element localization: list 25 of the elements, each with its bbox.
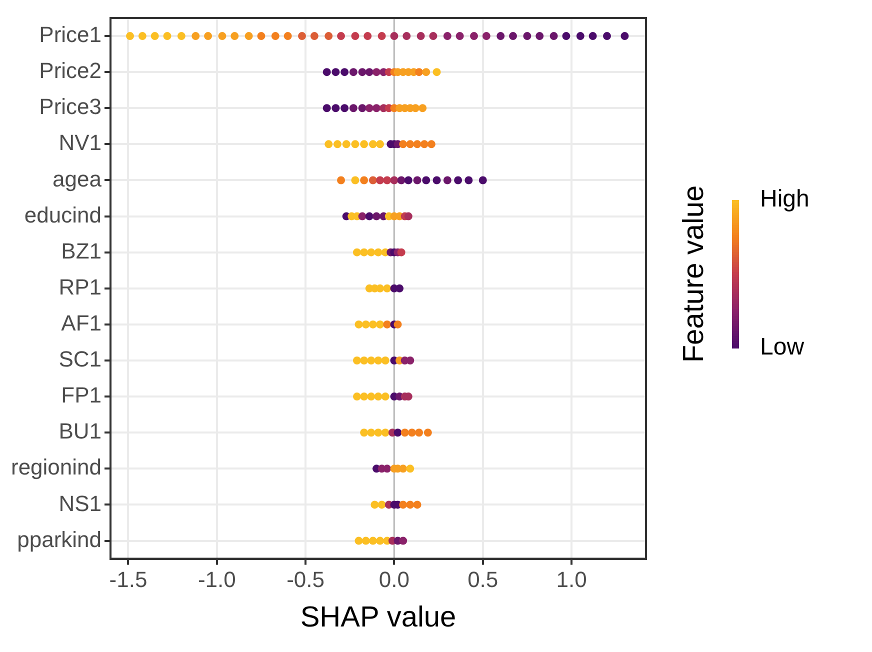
x-axis-title: SHAP value [300,602,456,634]
color-bar-title: Feature value [678,185,710,363]
y-tick-label: AF1 [61,310,102,336]
y-tick-label: Price3 [39,94,102,120]
y-tick-label: BZ1 [61,238,102,264]
x-tick-label: 0.5 [468,567,498,592]
y-tick-label: NS1 [58,490,102,516]
y-tick-label: BU1 [58,418,102,444]
y-tick-label: NV1 [58,130,102,156]
x-tick-label: -0.5 [286,567,325,592]
color-bar-label: Low [760,334,805,361]
y-tick-label: regionind [11,454,102,480]
x-tick-label: 1.0 [556,567,587,592]
x-tick-label: -1.5 [109,567,148,592]
y-tick-label: RP1 [58,274,102,300]
y-tick-label: FP1 [61,382,102,408]
y-tick-label: Price1 [39,22,102,48]
y-tick-label: educind [24,202,102,228]
y-tick-label: pparkind [17,526,102,552]
color-bar-label: High [760,186,810,213]
y-tick-label: agea [52,166,102,192]
y-tick-label: SC1 [58,346,102,372]
x-tick-label: -1.0 [198,567,236,592]
y-tick-label: Price2 [39,58,102,84]
x-tick-label: 0.0 [378,567,410,592]
